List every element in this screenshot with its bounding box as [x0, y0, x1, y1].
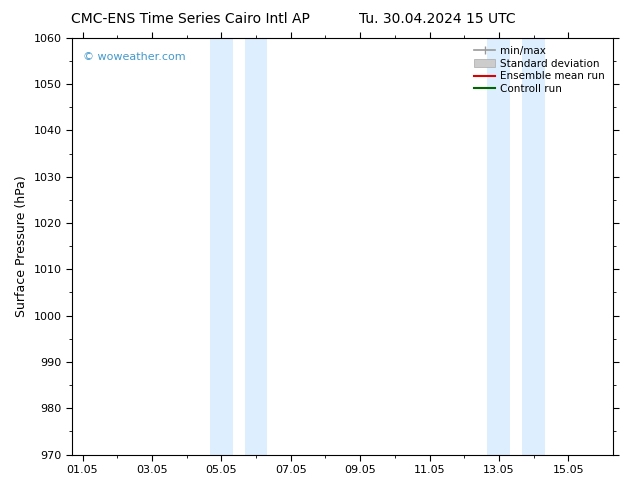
Bar	[210, 38, 233, 455]
Y-axis label: Surface Pressure (hPa): Surface Pressure (hPa)	[15, 175, 28, 317]
Bar	[522, 38, 545, 455]
Text: Tu. 30.04.2024 15 UTC: Tu. 30.04.2024 15 UTC	[359, 12, 516, 26]
Legend: min/max, Standard deviation, Ensemble mean run, Controll run: min/max, Standard deviation, Ensemble me…	[471, 43, 608, 97]
Text: CMC-ENS Time Series Cairo Intl AP: CMC-ENS Time Series Cairo Intl AP	[71, 12, 309, 26]
Bar	[488, 38, 510, 455]
Bar	[245, 38, 268, 455]
Text: © woweather.com: © woweather.com	[83, 52, 186, 62]
